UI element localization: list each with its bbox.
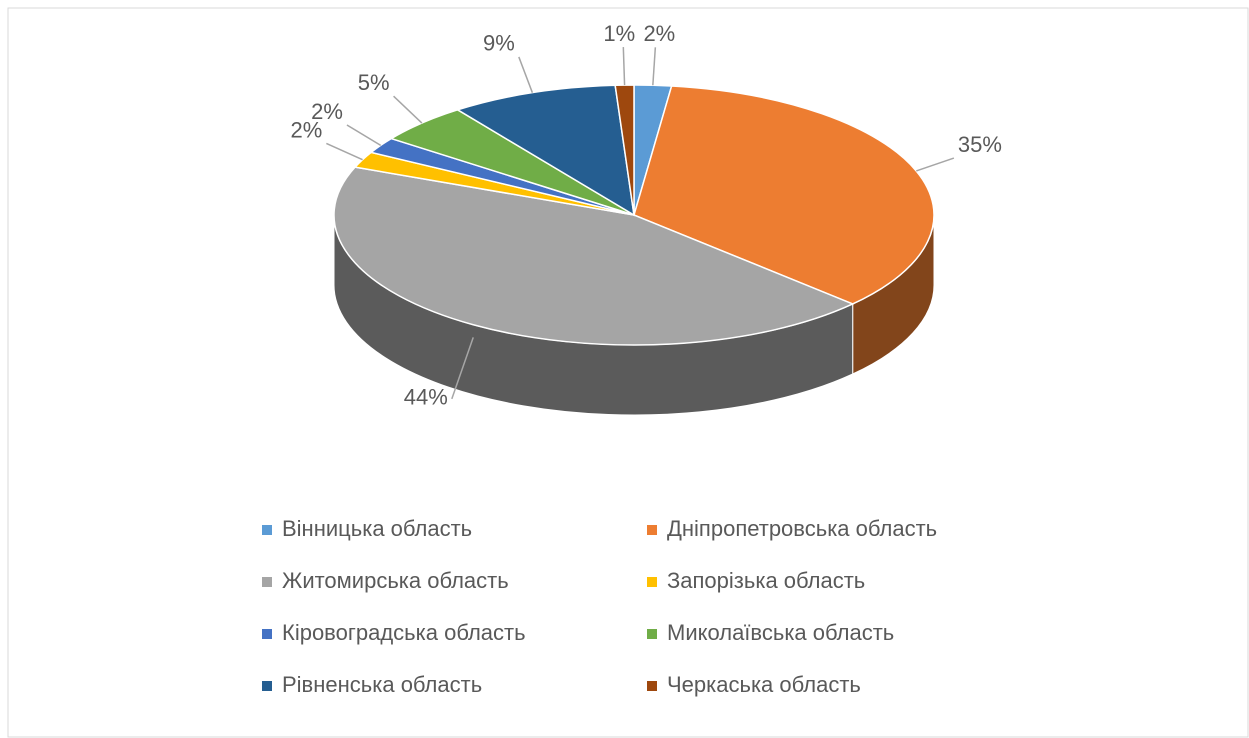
leader-line — [622, 47, 626, 86]
legend-swatch — [647, 681, 657, 691]
legend-swatch — [647, 629, 657, 639]
legend-label: Миколаївська область — [667, 620, 894, 645]
legend-label: Дніпропетровська область — [667, 516, 937, 541]
data-label: 5% — [358, 70, 390, 95]
legend-swatch — [262, 681, 272, 691]
legend-swatch — [262, 629, 272, 639]
data-label: 1% — [603, 21, 635, 46]
leader-line — [652, 47, 657, 86]
legend-swatch — [647, 525, 657, 535]
leader-line — [916, 157, 955, 172]
legend-label: Вінницька область — [282, 516, 472, 541]
legend-label: Черкаська область — [667, 672, 861, 697]
legend-swatch — [262, 577, 272, 587]
legend-swatch — [262, 525, 272, 535]
legend-label: Кіровоградська область — [282, 620, 526, 645]
data-label: 2% — [643, 21, 675, 46]
legend-label: Рівненська область — [282, 672, 482, 697]
legend-swatch — [647, 577, 657, 587]
legend-label: Запорізька область — [667, 568, 865, 593]
data-label: 9% — [483, 31, 515, 56]
legend-label: Житомирська область — [282, 568, 509, 593]
data-label: 2% — [311, 99, 343, 124]
leader-line — [393, 95, 423, 124]
pie-slice — [333, 166, 855, 346]
data-label: 44% — [404, 385, 448, 410]
data-label: 35% — [958, 132, 1002, 157]
leader-line — [346, 124, 382, 146]
leader-line — [451, 337, 474, 400]
data-label: 2% — [291, 117, 323, 142]
leader-line — [326, 142, 363, 161]
leader-line — [518, 56, 534, 93]
